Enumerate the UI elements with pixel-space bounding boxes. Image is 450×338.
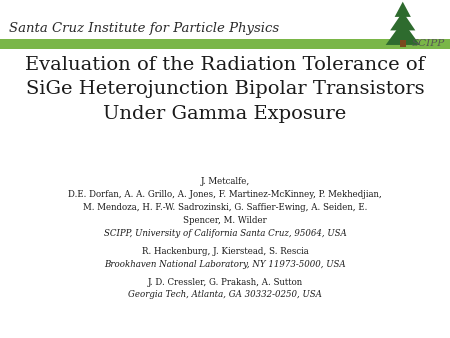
Text: SiGe Heterojunction Bipolar Transistors: SiGe Heterojunction Bipolar Transistors	[26, 80, 424, 98]
Polygon shape	[395, 2, 411, 17]
Text: R. Hackenburg, J. Kierstead, S. Rescia: R. Hackenburg, J. Kierstead, S. Rescia	[142, 247, 308, 256]
Text: Brookhaven National Laboratory, NY 11973-5000, USA: Brookhaven National Laboratory, NY 11973…	[104, 260, 346, 269]
Text: D.E. Dorfan, A. A. Grillo, A. Jones, F. Martinez-McKinney, P. Mekhedjian,: D.E. Dorfan, A. A. Grillo, A. Jones, F. …	[68, 190, 382, 199]
Text: SCIPP, University of California Santa Cruz, 95064, USA: SCIPP, University of California Santa Cr…	[104, 229, 346, 238]
Text: M. Mendoza, H. F.-W. Sadrozinski, G. Saffier-Ewing, A. Seiden, E.: M. Mendoza, H. F.-W. Sadrozinski, G. Saf…	[83, 203, 367, 212]
FancyBboxPatch shape	[400, 40, 406, 47]
Text: J. D. Cressler, G. Prakash, A. Sutton: J. D. Cressler, G. Prakash, A. Sutton	[148, 277, 302, 287]
Text: SCIPP: SCIPP	[412, 39, 445, 48]
Text: Santa Cruz Institute for Particle Physics: Santa Cruz Institute for Particle Physic…	[9, 23, 279, 35]
Text: Spencer, M. Wilder: Spencer, M. Wilder	[183, 216, 267, 225]
Text: Georgia Tech, Atlanta, GA 30332-0250, USA: Georgia Tech, Atlanta, GA 30332-0250, US…	[128, 290, 322, 299]
Text: Evaluation of the Radiation Tolerance of: Evaluation of the Radiation Tolerance of	[25, 56, 425, 74]
FancyBboxPatch shape	[0, 39, 450, 49]
Polygon shape	[390, 12, 415, 30]
Polygon shape	[386, 21, 420, 45]
Text: Under Gamma Exposure: Under Gamma Exposure	[104, 105, 346, 123]
Text: J. Metcalfe,: J. Metcalfe,	[200, 177, 250, 187]
